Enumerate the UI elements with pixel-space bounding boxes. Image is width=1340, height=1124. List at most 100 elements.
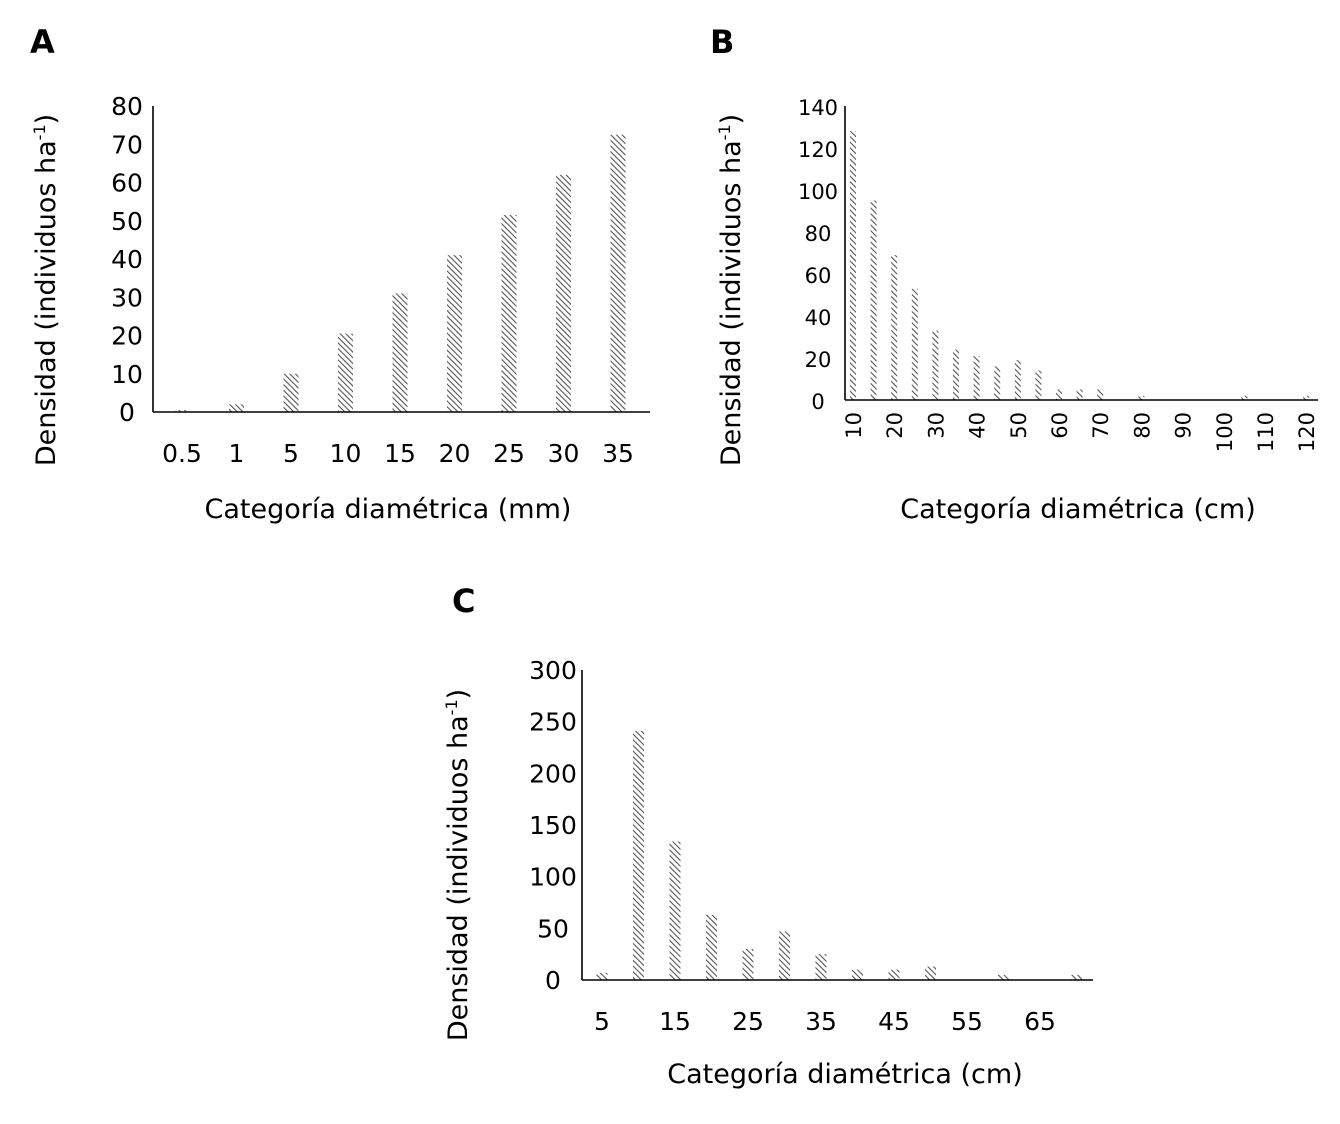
panel-b-x-tick-label: 110	[1254, 412, 1278, 452]
panel-c: C 0 50 100 150 200 250 300 5 15 25 35 45 55 65 Categ…	[442, 582, 1093, 1090]
panel-c-y-tick-label: 50	[537, 914, 569, 943]
panel-b-bar-60	[1056, 389, 1062, 400]
panel-a-x-tick-label: 25	[493, 439, 525, 468]
panel-b-x-tick-label: 70	[1089, 412, 1113, 439]
panel-a-bars	[174, 134, 626, 412]
panel-b-x-tick-label: 90	[1172, 412, 1196, 439]
panel-c-y-tick-label: 100	[529, 863, 577, 892]
panel-c-bar-20	[706, 914, 717, 980]
panel-a-y-tick-label: 80	[111, 92, 143, 121]
panel-a-y-ticks: 0 10 20 30 40 50 60 70 80	[111, 92, 143, 427]
panel-b-bar-30	[932, 330, 939, 400]
panel-c-bar-50	[925, 966, 936, 980]
panel-c-bar-35	[815, 954, 827, 980]
panel-a-bar-20	[447, 255, 462, 412]
panel-b-bar-105	[1241, 395, 1248, 400]
panel-a-x-tick-label: 5	[283, 439, 299, 468]
panel-a-bar-5	[283, 373, 299, 412]
panel-b-bar-80	[1138, 395, 1145, 400]
panel-c-bar-45	[888, 969, 900, 980]
panel-b-bar-25	[911, 288, 918, 400]
panel-c-bar-10	[633, 730, 644, 980]
panel-a-x-tick-label: 1	[229, 439, 245, 468]
panel-c-y-tick-label: 250	[529, 708, 577, 737]
panel-b-bar-20	[891, 255, 898, 400]
panel-a-y-tick-label: 60	[111, 169, 143, 198]
panel-c-bars	[596, 730, 1082, 980]
panel-b-y-tick-label: 0	[811, 390, 824, 414]
panel-b-y-tick-label: 100	[798, 180, 838, 204]
panel-c-x-tick-label: 55	[951, 1007, 983, 1036]
panel-a-y-tick-label: 20	[111, 322, 143, 351]
panel-b-y-tick-label: 40	[805, 306, 832, 330]
panel-a-bar-10	[338, 333, 353, 412]
panel-c-bar-15	[669, 841, 681, 980]
panel-b-bar-120	[1303, 395, 1310, 400]
panel-b-x-tick-label: 40	[966, 412, 990, 439]
panel-c-bar-40	[852, 969, 863, 980]
panel-b-bar-70	[1097, 389, 1104, 400]
panel-c-x-ticks: 5 15 25 35 45 55 65	[594, 1007, 1056, 1036]
panel-b-bars	[850, 131, 1310, 400]
panel-a-x-tick-label: 30	[548, 439, 580, 468]
panel-a-x-ticks: 0.5 1 5 10 15 20 25 30 35	[162, 439, 634, 468]
panel-a-bar-0.5	[174, 410, 190, 412]
panel-c-letter: C	[452, 582, 475, 620]
panel-a-x-tick-label: 35	[602, 439, 634, 468]
panel-a-x-tick-label: 20	[439, 439, 471, 468]
panel-b-bar-50	[1014, 360, 1021, 400]
panel-c-y-axis-title: Densidad (individuos ha-1)	[442, 689, 474, 1041]
panel-b-letter: B	[710, 23, 734, 61]
panel-a-x-tick-label: 0.5	[162, 439, 202, 468]
panel-c-y-tick-label: 0	[545, 966, 561, 995]
panel-c-bar-5	[596, 972, 608, 980]
panel-c-x-axis-title: Categoría diamétrica (cm)	[667, 1059, 1022, 1090]
panel-b-x-tick-label: 50	[1007, 412, 1031, 439]
panel-a-bar-30	[556, 174, 571, 412]
panel-b-y-tick-label: 80	[805, 222, 832, 246]
panel-c-x-tick-label: 25	[732, 1007, 764, 1036]
panel-b-y-ticks: 0 20 40 60 80 100 120 140	[798, 96, 838, 414]
panel-b-x-tick-label: 30	[924, 412, 948, 439]
panel-b-x-ticks: 10 20 30 40 50 60 70 80 90 100 110 120	[842, 412, 1319, 452]
panel-a-bar-25	[501, 215, 517, 412]
panel-a-bar-15	[392, 293, 408, 412]
panel-b-x-tick-label: 60	[1048, 412, 1072, 439]
panel-b-y-tick-label: 140	[798, 96, 838, 120]
panel-c-bar-25	[742, 949, 754, 980]
panel-a-y-tick-label: 30	[111, 283, 143, 312]
panel-c-x-tick-label: 45	[878, 1007, 910, 1036]
panel-a-y-axis-title: Densidad (individuos ha-1)	[30, 114, 62, 466]
panel-b-bar-55	[1035, 370, 1042, 400]
panel-b-y-tick-label: 60	[805, 264, 832, 288]
panel-c-x-tick-label: 15	[659, 1007, 691, 1036]
panel-c-y-tick-label: 300	[529, 656, 577, 685]
panel-a-y-tick-label: 0	[119, 398, 135, 427]
panel-c-y-tick-label: 200	[529, 759, 577, 788]
panel-b-x-tick-label: 10	[842, 412, 866, 439]
panel-a-letter: A	[30, 23, 55, 61]
panel-a-y-tick-label: 10	[111, 360, 143, 389]
panel-b-y-axis-title: Densidad (individuos ha-1)	[715, 114, 747, 466]
panel-b-y-tick-label: 120	[798, 138, 838, 162]
panel-c-bar-60	[998, 974, 1009, 980]
panel-c-y-ticks: 0 50 100 150 200 250 300	[529, 656, 577, 995]
panel-b-x-tick-label: 20	[883, 412, 907, 439]
panel-b-y-tick-label: 20	[805, 348, 832, 372]
panel-a-y-tick-label: 40	[111, 245, 143, 274]
panel-b-x-tick-label: 100	[1213, 412, 1237, 452]
panel-b-bar-45	[994, 366, 1001, 400]
panel-a-y-tick-label: 50	[111, 207, 143, 236]
panel-c-x-tick-label: 65	[1024, 1007, 1056, 1036]
panel-b: B 0 20 40 60 80 100 120 140 10 20 30 40 50 60 70 80 90 1…	[710, 23, 1319, 525]
panel-c-y-tick-label: 150	[529, 811, 577, 840]
panel-b-bar-40	[973, 355, 980, 400]
panel-c-bar-30	[779, 931, 790, 980]
panel-b-bar-35	[953, 349, 959, 400]
panel-a-bar-1	[229, 404, 244, 412]
panel-b-bar-10	[850, 131, 856, 400]
panel-a-x-tick-label: 10	[330, 439, 362, 468]
panel-c-x-tick-label: 5	[594, 1007, 610, 1036]
panel-a-x-tick-label: 15	[384, 439, 416, 468]
